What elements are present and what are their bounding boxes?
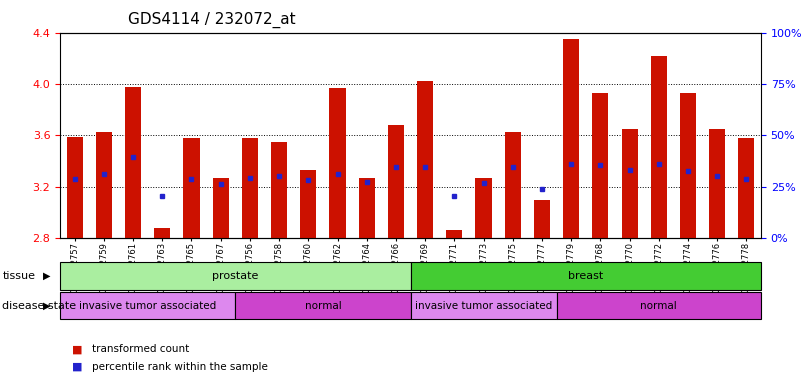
Bar: [125, 86, 141, 238]
Bar: [534, 200, 550, 238]
Text: disease state: disease state: [2, 301, 77, 311]
Text: invasive tumor associated: invasive tumor associated: [415, 301, 552, 311]
Bar: [709, 129, 725, 238]
Bar: [739, 138, 755, 238]
Bar: [592, 93, 609, 238]
Text: ■: ■: [72, 362, 83, 372]
Bar: [271, 142, 287, 238]
Bar: [212, 178, 229, 238]
Text: GDS4114 / 232072_at: GDS4114 / 232072_at: [128, 12, 296, 28]
Bar: [329, 88, 345, 238]
Bar: [359, 178, 375, 238]
Text: ▶: ▶: [42, 271, 50, 281]
Text: transformed count: transformed count: [92, 344, 189, 354]
Bar: [66, 137, 83, 238]
Bar: [410, 292, 557, 319]
Bar: [183, 138, 199, 238]
Bar: [242, 138, 258, 238]
Bar: [650, 56, 666, 238]
Bar: [505, 131, 521, 238]
Bar: [476, 178, 492, 238]
Bar: [235, 292, 410, 319]
Bar: [60, 262, 410, 290]
Text: prostate: prostate: [212, 271, 259, 281]
Bar: [446, 230, 462, 238]
Bar: [622, 129, 638, 238]
Bar: [155, 228, 171, 238]
Text: breast: breast: [568, 271, 603, 281]
Text: percentile rank within the sample: percentile rank within the sample: [92, 362, 268, 372]
Bar: [96, 131, 112, 238]
Bar: [417, 81, 433, 238]
Bar: [563, 39, 579, 238]
Text: invasive tumor associated: invasive tumor associated: [79, 301, 216, 311]
Bar: [680, 93, 696, 238]
Text: tissue: tissue: [2, 271, 35, 281]
Bar: [60, 292, 235, 319]
Text: normal: normal: [640, 301, 677, 311]
Bar: [557, 292, 761, 319]
Text: ■: ■: [72, 344, 83, 354]
Bar: [388, 125, 404, 238]
Text: ▶: ▶: [42, 301, 50, 311]
Text: normal: normal: [304, 301, 341, 311]
Bar: [300, 170, 316, 238]
Bar: [410, 262, 761, 290]
